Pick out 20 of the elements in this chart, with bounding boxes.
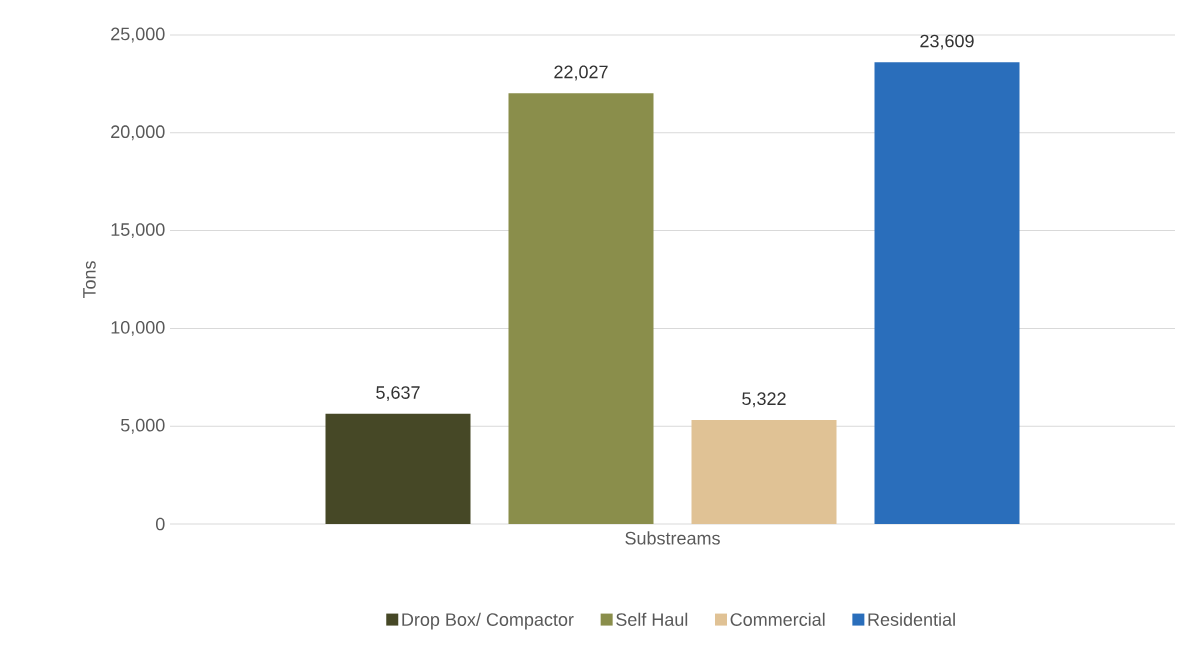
data-label: 5,322 <box>742 392 786 408</box>
bar <box>508 93 654 524</box>
legend-label: Self Haul <box>616 612 688 626</box>
y-tick-label: 20,000 <box>111 125 165 141</box>
x-tick-label: Substreams <box>625 531 720 545</box>
legend-label: Commercial <box>730 612 825 626</box>
y-axis-title: Tons <box>83 261 96 299</box>
bar <box>325 413 471 524</box>
y-tick-label: 25,000 <box>111 27 165 43</box>
data-label: 5,637 <box>376 386 420 402</box>
y-tick-label: 10,000 <box>111 320 165 336</box>
legend-label: Residential <box>868 612 955 626</box>
bar <box>691 419 837 524</box>
y-tick-label: 15,000 <box>111 223 165 239</box>
data-label: 23,609 <box>920 34 974 50</box>
y-tick-label: 0 <box>155 517 165 531</box>
bar <box>874 62 1020 524</box>
data-label: 22,027 <box>554 65 608 81</box>
legend-label: Drop Box/ Compactor <box>402 612 574 630</box>
y-tick-label: 5,000 <box>120 418 165 434</box>
